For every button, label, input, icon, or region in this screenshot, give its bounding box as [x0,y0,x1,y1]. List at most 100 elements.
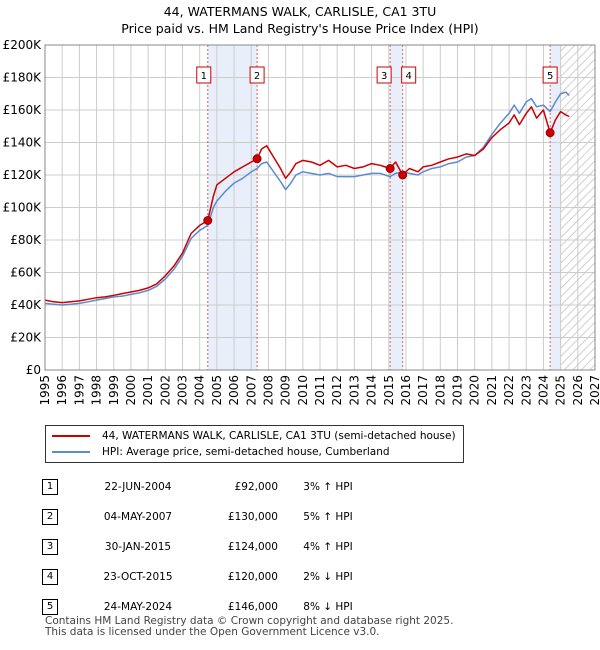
x-tick-label: 2004 [193,375,207,406]
y-tick-label: £20K [10,331,42,345]
chart-title-line1: 44, WATERMANS WALK, CARLISLE, CA1 3TU [163,4,437,19]
sale-price: £124,000 [227,541,278,553]
legend: 44, WATERMANS WALK, CARLISLE, CA1 3TU (s… [45,425,464,463]
x-tick-label: 2015 [382,375,396,406]
sale-hpi-diff-cell: 8% ↓ HPI [278,592,378,622]
sale-row: 4 23-OCT-2015 £120,000 2% ↓ HPI [42,562,378,592]
sale-hpi-diff: 4% ↑ HPI [303,541,353,553]
x-tick-label: 2014 [365,375,379,406]
y-tick-label: £100K [3,201,43,215]
sale-hpi-diff-cell: 2% ↓ HPI [278,562,378,592]
property-price-line [44,106,570,304]
sale-marker-cell: 5 [42,592,88,622]
legend-label-property: 44, WATERMANS WALK, CARLISLE, CA1 3TU (s… [102,430,456,442]
legend-label-hpi: HPI: Average price, semi-detached house,… [102,446,390,458]
x-tick-label: 2027 [588,375,600,406]
sale-marker: 1 [42,479,58,495]
sale-price-cell: £92,000 [188,472,278,502]
sale-point [398,170,408,180]
sale-marker: 5 [42,599,58,615]
sale-date: 04-MAY-2007 [103,511,173,523]
sale-label-text: 1 [201,71,207,82]
legend-swatch-property [52,435,90,437]
sale-marker: 3 [42,539,58,555]
y-tick-label: £80K [10,233,42,247]
legend-item-hpi: HPI: Average price, semi-detached house,… [52,444,390,460]
sale-date: 30-JAN-2015 [104,541,172,553]
legend-item-property: 44, WATERMANS WALK, CARLISLE, CA1 3TU (s… [52,428,456,444]
x-tick-label: 2023 [519,375,533,406]
sale-label-box [196,66,212,84]
x-tick-label: 2001 [141,375,155,406]
x-tick-label: 2016 [399,375,413,406]
x-tick-label: 2007 [244,375,258,406]
x-tick-label: 1995 [38,375,52,406]
x-tick-label: 2017 [416,375,430,406]
sale-point [203,216,213,225]
sale-row: 3 30-JAN-2015 £124,000 4% ↑ HPI [42,532,378,562]
sale-date-cell: 23-OCT-2015 [88,562,188,592]
x-tick-label: 1999 [107,375,121,406]
sale-hpi-diff: 8% ↓ HPI [303,601,353,613]
y-tick-label: £140K [3,136,43,150]
sale-hpi-diff-cell: 4% ↑ HPI [278,532,378,562]
sale-date: 23-OCT-2015 [103,571,173,583]
sale-point [545,128,555,138]
sale-date: 22-JUN-2004 [104,481,172,493]
x-tick-label: 2008 [261,375,275,406]
x-tick-label: 2025 [554,375,568,406]
sale-price-cell: £120,000 [188,562,278,592]
sale-marker-cell: 4 [42,562,88,592]
y-tick-label: £40K [10,298,42,312]
sale-date-cell: 04-MAY-2007 [88,502,188,532]
x-tick-label: 2006 [227,375,241,406]
chart-title-line2: Price paid vs. HM Land Registry's House … [121,21,479,36]
x-tick-label: 2011 [313,375,327,406]
price-chart: 1 2 3 4 5 £0 £20K £40K £60K £80K £100K £120K £140K £1… [3,38,600,406]
y-tick-label: £160K [3,103,43,117]
x-tick-label: 2024 [536,375,550,406]
sale-hpi-diff: 3% ↑ HPI [303,481,353,493]
hpi-line [44,91,570,306]
x-tick-label: 2022 [502,375,516,406]
x-tick-label: 2005 [210,375,224,406]
sale-date: 24-MAY-2024 [103,601,173,613]
sale-date-cell: 22-JUN-2004 [88,472,188,502]
sale-price-cell: £124,000 [188,532,278,562]
x-tick-label: 2010 [296,375,310,406]
x-tick-label: 2026 [571,375,585,406]
sale-label-text: 4 [405,71,411,82]
sale-row: 5 24-MAY-2024 £146,000 8% ↓ HPI [42,592,378,622]
sale-price-cell: £130,000 [188,502,278,532]
legend-swatch-hpi [52,451,90,453]
sale-hpi-diff-cell: 5% ↑ HPI [278,502,378,532]
y-tick-label: £120K [3,168,43,182]
sale-point [252,154,262,164]
sale-price: £130,000 [227,511,278,523]
x-tick-label: 2009 [279,375,293,406]
sale-row: 2 04-MAY-2007 £130,000 5% ↑ HPI [42,502,378,532]
sale-marker: 2 [42,509,58,525]
y-tick-label: £200K [3,38,43,52]
plot-frame [44,44,596,371]
sale-hpi-diff: 2% ↓ HPI [303,571,353,583]
y-tick-label: £180K [3,71,43,85]
sale-hpi-diff: 5% ↑ HPI [303,511,353,523]
sale-row: 1 22-JUN-2004 £92,000 3% ↑ HPI [42,472,378,502]
x-tick-label: 1996 [55,375,69,406]
sale-label-box [249,66,265,84]
x-tick-label: 2020 [468,375,482,406]
sale-price: £146,000 [227,601,278,613]
sale-marker-cell: 2 [42,502,88,532]
sales-table: 1 22-JUN-2004 £92,000 3% ↑ HPI 2 04-MAY-2007 £… [42,472,378,622]
x-tick-label: 1997 [72,375,86,406]
sale-marker: 4 [42,569,58,585]
x-tick-label: 2002 [158,375,172,406]
y-tick-label: £0 [26,363,41,377]
sale-price-cell: £146,000 [188,592,278,622]
x-tick-label: 2019 [451,375,465,406]
sale-label-box [376,66,392,84]
sale-hpi-diff-cell: 3% ↑ HPI [278,472,378,502]
x-tick-label: 2003 [176,375,190,406]
x-tick-label: 2013 [347,375,361,406]
